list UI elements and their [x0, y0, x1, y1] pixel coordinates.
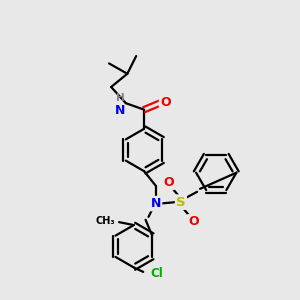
Text: S: S: [176, 196, 186, 208]
Text: O: O: [188, 215, 199, 228]
Text: H: H: [116, 93, 124, 103]
Text: N: N: [151, 197, 161, 210]
Text: O: O: [160, 96, 171, 109]
Text: CH₃: CH₃: [95, 216, 115, 226]
Text: N: N: [115, 104, 125, 117]
Text: Cl: Cl: [150, 267, 163, 280]
Text: O: O: [163, 176, 174, 189]
